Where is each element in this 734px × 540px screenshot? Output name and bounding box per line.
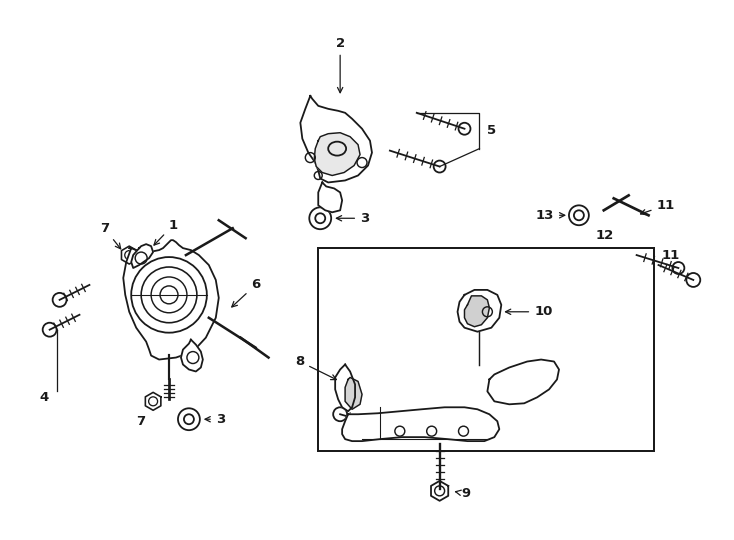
Text: 5: 5 <box>487 124 496 137</box>
Text: 7: 7 <box>100 222 120 249</box>
Polygon shape <box>319 183 342 212</box>
Bar <box>319 248 653 451</box>
Polygon shape <box>123 240 219 360</box>
Text: 7: 7 <box>137 415 146 428</box>
Text: 13: 13 <box>536 209 564 222</box>
Polygon shape <box>465 296 490 327</box>
Polygon shape <box>342 407 499 441</box>
Text: 10: 10 <box>506 305 553 318</box>
Text: 4: 4 <box>39 391 48 404</box>
Text: 3: 3 <box>205 413 225 426</box>
Polygon shape <box>457 290 501 332</box>
Polygon shape <box>345 377 362 409</box>
Text: 11: 11 <box>641 199 675 215</box>
Text: 12: 12 <box>596 228 614 242</box>
Text: 11: 11 <box>661 248 680 261</box>
Text: 2: 2 <box>335 37 345 93</box>
Polygon shape <box>181 340 203 372</box>
Polygon shape <box>335 364 355 411</box>
Polygon shape <box>314 133 360 176</box>
Text: 1: 1 <box>154 219 178 245</box>
Polygon shape <box>131 244 153 268</box>
Text: 9: 9 <box>456 487 470 501</box>
Polygon shape <box>300 96 372 183</box>
Polygon shape <box>487 360 559 404</box>
Text: 6: 6 <box>232 279 260 307</box>
Text: 3: 3 <box>336 212 369 225</box>
Text: 8: 8 <box>295 355 336 380</box>
